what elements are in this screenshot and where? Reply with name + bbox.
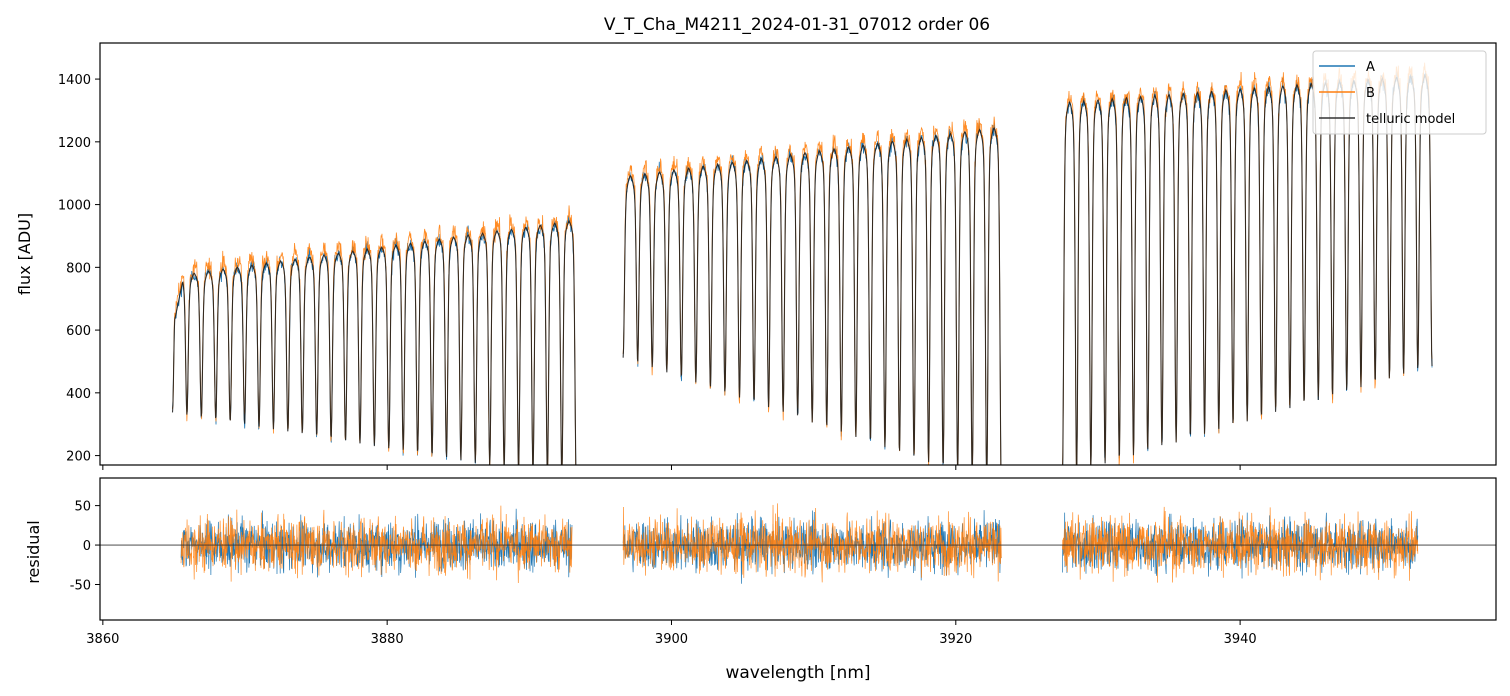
residual-x-tick-label: 3920 [939, 632, 972, 647]
legend-label-b: B [1366, 86, 1375, 101]
flux-y-tick-label: 400 [66, 387, 91, 402]
flux-axes-frame [99, 42, 1497, 466]
legend: A B telluric model [1312, 50, 1487, 135]
flux-y-tick-label: 800 [66, 261, 91, 276]
chart-title: V_T_Cha_M4211_2024-01-31_07012 order 06 [604, 15, 990, 35]
residual-b-line [622, 503, 1002, 583]
legend-label-a: A [1366, 60, 1375, 75]
flux-y-tick-label: 200 [66, 450, 91, 465]
flux-x-ticks [102, 465, 1241, 470]
residual-y-tick-label: 0 [83, 539, 91, 554]
telluric-model-line [622, 126, 1002, 465]
residual-b-line [180, 505, 573, 583]
residual-axes: -50 0 50 3860 3880 3900 3920 3940 residual wav… [24, 477, 1497, 683]
flux-y-ticks: 200 400 600 800 1000 1200 1400 [58, 73, 100, 465]
legend-label-model: telluric model [1366, 112, 1455, 127]
residual-y-ticks: -50 0 50 [70, 500, 100, 594]
flux-axes: 200 400 600 800 1000 1200 1400 flux [ADU] [15, 42, 1497, 470]
residual-x-tick-label: 3940 [1224, 632, 1257, 647]
residual-b-line [1062, 506, 1419, 583]
residual-x-tick-label: 3860 [86, 632, 119, 647]
residual-x-tick-label: 3900 [655, 632, 688, 647]
residual-x-tick-label: 3880 [371, 632, 404, 647]
residual-y-tick-label: -50 [70, 579, 91, 594]
flux-y-tick-label: 600 [66, 324, 91, 339]
residual-y-tick-label: 50 [74, 500, 91, 515]
telluric-model-line [171, 220, 577, 465]
flux-y-tick-label: 1200 [58, 136, 91, 151]
residual-axis-label: residual [24, 520, 43, 583]
residual-axes-frame [99, 477, 1497, 621]
flux-y-tick-label: 1000 [58, 199, 91, 214]
flux-y-tick-label: 1400 [58, 73, 91, 88]
flux-axis-label: flux [ADU] [15, 213, 34, 295]
legend-box [1312, 50, 1487, 135]
wavelength-axis-label: wavelength [nm] [725, 663, 870, 683]
residual-x-ticks: 3860 3880 3900 3920 3940 [86, 620, 1257, 647]
residual-plot-area [100, 503, 1496, 584]
